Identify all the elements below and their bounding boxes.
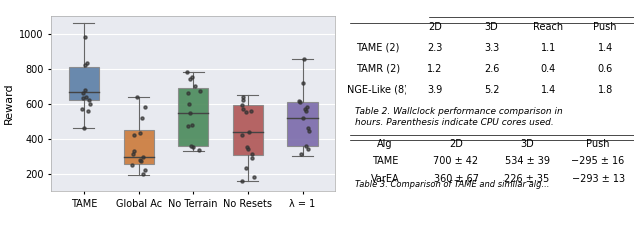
Text: Table 3. Comparison of TAME and similar alg...: Table 3. Comparison of TAME and similar … xyxy=(355,180,550,189)
Point xyxy=(302,105,312,109)
Point xyxy=(135,131,145,135)
Point xyxy=(304,129,314,133)
Point xyxy=(242,145,252,149)
Point xyxy=(237,103,248,107)
Point xyxy=(188,145,198,149)
Point xyxy=(183,91,193,95)
Point xyxy=(295,100,305,104)
Point xyxy=(294,99,304,103)
Point xyxy=(185,77,195,81)
Point xyxy=(132,95,142,99)
Point xyxy=(247,156,257,160)
Point xyxy=(296,152,307,156)
Point xyxy=(135,158,145,161)
Point xyxy=(195,89,205,93)
Point xyxy=(183,124,193,128)
Point xyxy=(81,95,91,99)
Point xyxy=(298,116,308,120)
Text: Table 2. Wallclock performance comparison in
hours. Parenthesis indicate CPU cor: Table 2. Wallclock performance compariso… xyxy=(355,107,563,127)
Point xyxy=(136,116,147,120)
Bar xyxy=(69,67,99,100)
Point xyxy=(79,126,90,130)
Point xyxy=(187,123,197,127)
Point xyxy=(78,91,88,95)
Point xyxy=(249,175,259,179)
Point xyxy=(303,147,313,151)
Point xyxy=(299,57,309,61)
Point xyxy=(237,95,248,99)
Bar xyxy=(124,130,154,164)
Point xyxy=(301,144,311,147)
Point xyxy=(129,133,140,137)
Point xyxy=(127,163,138,167)
Point xyxy=(136,159,147,163)
Point xyxy=(140,105,150,109)
Point xyxy=(186,144,196,147)
Point xyxy=(303,126,313,130)
Point xyxy=(79,35,90,39)
Point xyxy=(241,110,252,114)
Point xyxy=(79,88,90,92)
Bar xyxy=(178,88,208,146)
Point xyxy=(140,168,150,172)
Point xyxy=(298,81,308,85)
Point xyxy=(300,107,310,111)
Point xyxy=(138,155,148,159)
Point xyxy=(190,84,200,88)
Point xyxy=(78,96,88,100)
Point xyxy=(83,109,93,113)
Point xyxy=(186,75,196,79)
Point xyxy=(185,111,195,115)
Point xyxy=(244,130,254,134)
Point xyxy=(129,149,140,153)
Point xyxy=(247,152,257,156)
Point xyxy=(84,98,94,102)
Point xyxy=(82,62,92,65)
Point xyxy=(246,109,256,113)
Point xyxy=(238,98,248,102)
Point xyxy=(237,133,247,137)
Point xyxy=(182,70,193,74)
Point xyxy=(85,102,95,106)
Y-axis label: Reward: Reward xyxy=(3,83,13,124)
Point xyxy=(241,166,251,170)
Point xyxy=(77,107,88,111)
Point xyxy=(195,148,205,152)
Point xyxy=(138,173,148,176)
Point xyxy=(128,152,138,156)
Bar xyxy=(287,102,317,147)
Point xyxy=(80,63,90,67)
Point xyxy=(237,180,247,183)
Point xyxy=(237,107,248,111)
Point xyxy=(184,102,194,106)
Point xyxy=(243,147,253,151)
Bar xyxy=(233,105,263,155)
Point xyxy=(300,109,310,113)
